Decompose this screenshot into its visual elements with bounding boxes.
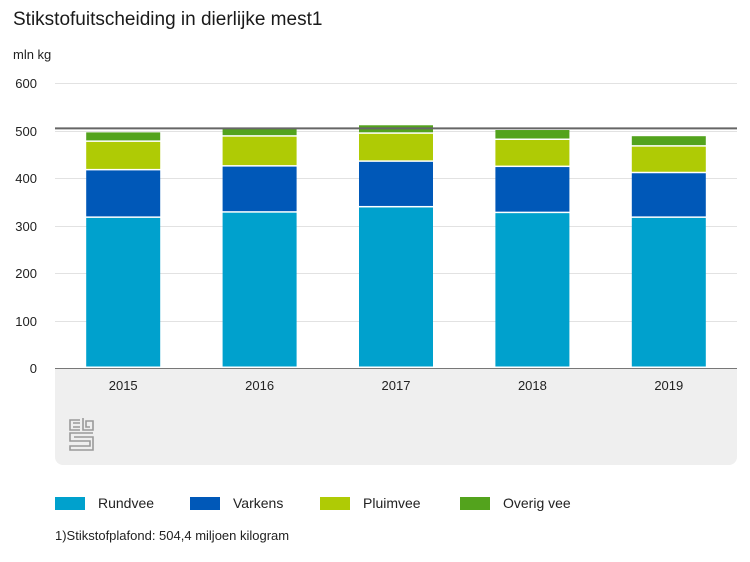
legend-label: Pluimvee: [363, 495, 421, 511]
y-tick-label: 600: [15, 76, 37, 91]
x-tick-label: 2019: [654, 378, 683, 393]
bar-segment-overig-vee: [222, 127, 297, 136]
bar-segment-varkens: [222, 166, 297, 212]
bar-segment-overig-vee: [495, 130, 570, 139]
bar-segment-rundvee: [631, 217, 706, 367]
bar-segment-pluimvee: [222, 136, 297, 166]
x-axis-labels: 2015 2016 2017 2018 2019: [109, 378, 684, 393]
bar-stack-2018: [495, 130, 570, 367]
bar-segment-rundvee: [86, 217, 161, 367]
legend-swatch: [190, 497, 220, 510]
y-tick-label: 500: [15, 124, 37, 139]
y-tick-label: 300: [15, 219, 37, 234]
x-axis-panel: [55, 368, 737, 465]
legend-swatch: [320, 497, 350, 510]
bar-stack-2016: [222, 127, 297, 367]
y-tick-label: 200: [15, 266, 37, 281]
bar-segment-overig-vee: [86, 132, 161, 141]
legend-label: Varkens: [233, 495, 284, 511]
bar-stack-2017: [359, 125, 433, 367]
cbs-logo-icon: [69, 418, 94, 451]
bar-segment-varkens: [359, 161, 433, 206]
chart-title: Stikstofuitscheiding in dierlijke mest1: [13, 9, 323, 30]
bar-segment-pluimvee: [495, 140, 570, 166]
legend-swatch: [55, 497, 85, 510]
bar-segment-rundvee: [495, 213, 570, 367]
bar-stack-2015: [86, 132, 161, 367]
bar-segment-rundvee: [222, 212, 297, 367]
footnote: 1)Stikstofplafond: 504,4 miljoen kilogra…: [55, 528, 290, 543]
bar-segment-rundvee: [359, 207, 433, 367]
y-axis-unit: mln kg: [13, 47, 52, 62]
bars: [86, 125, 706, 367]
x-tick-label: 2017: [382, 378, 411, 393]
y-tick-label: 0: [30, 361, 37, 376]
y-tick-label: 100: [15, 314, 37, 329]
legend-label: Rundvee: [98, 495, 155, 511]
y-tick-label: 400: [15, 171, 37, 186]
x-tick-label: 2015: [109, 378, 138, 393]
bar-stack-2019: [631, 136, 706, 367]
bar-segment-pluimvee: [359, 133, 433, 161]
x-tick-label: 2018: [518, 378, 547, 393]
bar-segment-pluimvee: [86, 141, 161, 169]
x-tick-label: 2016: [245, 378, 274, 393]
legend-label: Overig vee: [503, 495, 571, 511]
bar-segment-varkens: [86, 170, 161, 217]
bar-segment-overig-vee: [631, 136, 706, 146]
bar-segment-varkens: [495, 167, 570, 212]
bar-segment-pluimvee: [631, 146, 706, 172]
legend-swatch: [460, 497, 490, 510]
y-axis-labels: 0 100 200 300 400 500 600: [15, 76, 37, 376]
bar-segment-varkens: [631, 173, 706, 217]
